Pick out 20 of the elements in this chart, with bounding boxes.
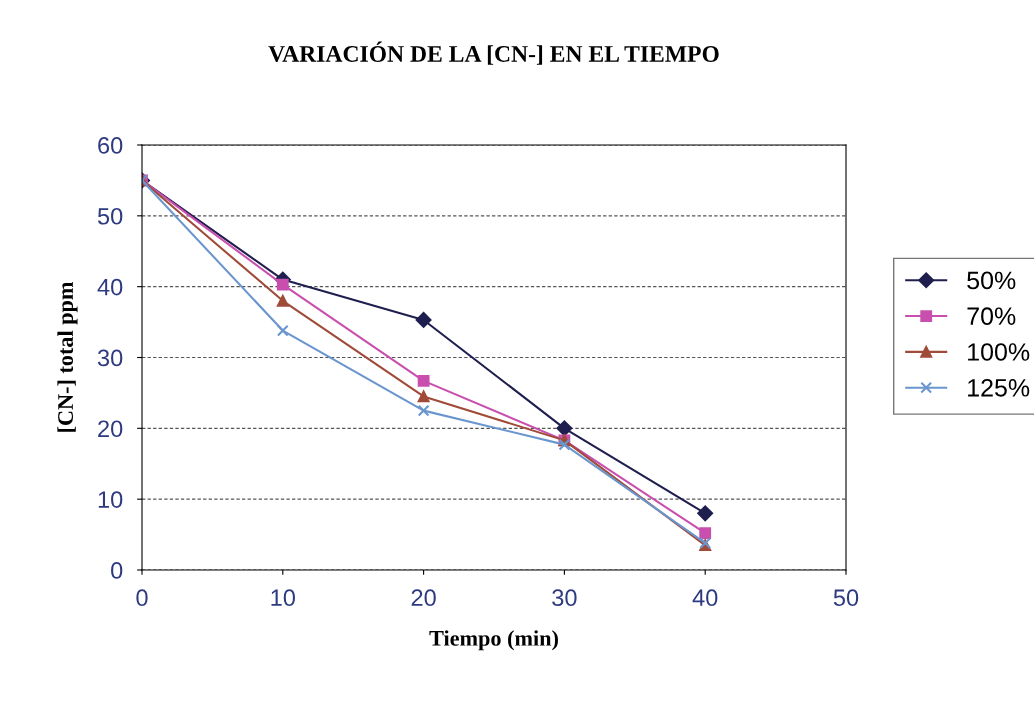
legend-label: 125% — [968, 378, 1030, 397]
x-tick-label: 30 — [552, 589, 577, 607]
legend-label: 100% — [968, 343, 1030, 361]
y-tick-label: 20 — [98, 420, 123, 438]
x-tick-label: 40 — [692, 589, 718, 607]
y-axis-title: [CN-] total ppm — [57, 281, 78, 432]
x-tick-label: 10 — [271, 589, 296, 607]
y-tick-label: 40 — [97, 278, 123, 296]
x-axis-title: Tiempo (min) — [429, 630, 558, 651]
y-tick-label: 0 — [111, 562, 123, 579]
chart-title: VARIACIÓN DE LA [CN-] EN EL TIEMPO — [268, 41, 719, 65]
x-tick-label: 20 — [411, 589, 436, 607]
y-tick-label: 10 — [98, 491, 123, 508]
x-tick-label: 0 — [136, 589, 148, 607]
x-tick-label: 50 — [833, 589, 859, 607]
y-tick-label: 30 — [97, 349, 123, 367]
legend-label: 70% — [967, 307, 1016, 326]
y-tick-label: 60 — [98, 137, 123, 154]
legend-label: 50% — [967, 271, 1016, 290]
y-tick-label: 50 — [97, 207, 123, 225]
